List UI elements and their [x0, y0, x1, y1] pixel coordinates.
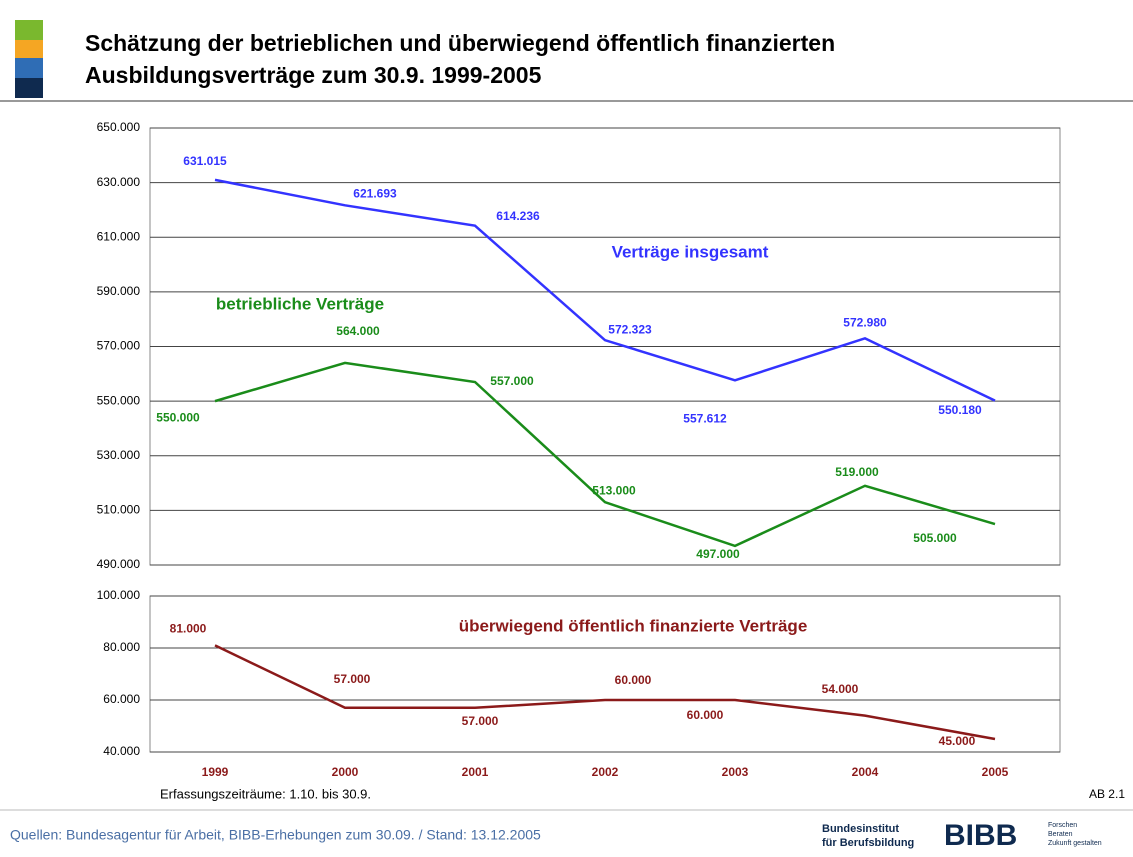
data-label: 57.000	[334, 672, 371, 686]
source: Quellen: Bundesagentur für Arbeit, BIBB-…	[10, 827, 541, 843]
data-label: 519.000	[835, 465, 879, 479]
title: Schätzung der betrieblichen und überwieg…	[85, 30, 835, 56]
data-label: 505.000	[913, 531, 957, 545]
data-label: 631.015	[183, 154, 227, 168]
y-tick-label: 510.000	[97, 503, 141, 517]
data-label: 60.000	[687, 708, 724, 722]
x-tick-label: 1999	[202, 765, 229, 779]
series-label: betriebliche Verträge	[216, 294, 384, 313]
data-label: 81.000	[170, 622, 207, 636]
x-tick-label: 2001	[462, 765, 489, 779]
data-label: 57.000	[462, 714, 499, 728]
data-label: 45.000	[939, 734, 976, 748]
data-label: 513.000	[592, 483, 636, 497]
series-label: überwiegend öffentlich finanzierte Vertr…	[459, 616, 808, 635]
x-tick-label: 2004	[852, 765, 879, 779]
note: Erfassungszeiträume: 1.10. bis 30.9.	[160, 786, 371, 801]
y-tick-label: 650.000	[97, 120, 141, 134]
institute: Bundesinstitut	[822, 823, 899, 835]
data-label: 557.612	[683, 412, 727, 426]
institute: für Berufsbildung	[822, 837, 914, 849]
x-tick-label: 2002	[592, 765, 619, 779]
data-label: 614.236	[496, 209, 540, 223]
code: AB 2.1	[1089, 787, 1125, 801]
x-tick-label: 2000	[332, 765, 359, 779]
data-label: 557.000	[490, 374, 534, 388]
y-tick-label: 40.000	[103, 744, 140, 758]
series-line	[214, 644, 996, 741]
data-label: 572.323	[608, 322, 652, 336]
y-tick-label: 570.000	[97, 339, 141, 353]
series-line	[214, 178, 996, 402]
data-label: 572.980	[843, 316, 887, 330]
y-tick-label: 630.000	[97, 175, 141, 189]
y-tick-label: 590.000	[97, 284, 141, 298]
deco-square	[15, 58, 43, 78]
y-tick-label: 100.000	[97, 588, 141, 602]
title: Ausbildungsverträge zum 30.9. 1999-2005	[85, 62, 542, 88]
y-tick-label: 60.000	[103, 692, 140, 706]
slogan: Zukunft gestalten	[1048, 840, 1102, 847]
x-tick-label: 2005	[982, 765, 1009, 779]
data-label: 54.000	[822, 682, 859, 696]
slogan: Forschen	[1048, 822, 1077, 829]
deco-square	[15, 40, 43, 58]
series-line	[214, 361, 996, 548]
slogan: Beraten	[1048, 831, 1073, 838]
logo: BIBB	[944, 819, 1017, 852]
data-label: 550.180	[938, 403, 982, 417]
y-tick-label: 80.000	[103, 640, 140, 654]
series-label: Verträge insgesamt	[612, 242, 769, 261]
y-tick-label: 490.000	[97, 557, 141, 571]
deco-square	[15, 20, 43, 40]
y-tick-label: 610.000	[97, 229, 141, 243]
y-tick-label: 550.000	[97, 393, 141, 407]
deco-square	[15, 78, 43, 98]
y-tick-label: 530.000	[97, 448, 141, 462]
data-label: 497.000	[696, 547, 740, 561]
data-label: 621.693	[353, 186, 397, 200]
data-label: 564.000	[336, 324, 380, 338]
data-label: 550.000	[156, 410, 200, 424]
data-label: 60.000	[615, 673, 652, 687]
x-tick-label: 2003	[722, 765, 749, 779]
